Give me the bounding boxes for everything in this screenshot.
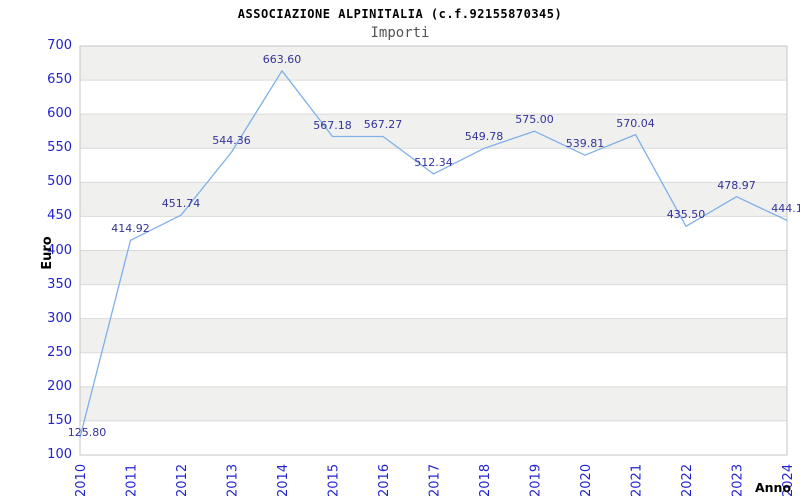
y-tick-label: 600 — [47, 106, 72, 122]
chart-title: ASSOCIAZIONE ALPINITALIA (c.f.9215587034… — [237, 7, 563, 21]
x-axis-title: Anno — [754, 480, 792, 495]
x-tick-label: 2018 — [478, 464, 493, 497]
data-label: 478.97 — [717, 178, 756, 192]
plot-band — [80, 182, 787, 217]
y-tick-label: 500 — [47, 174, 72, 190]
y-tick-label: 200 — [47, 378, 72, 394]
y-tick-label: 650 — [47, 72, 72, 88]
data-label: 567.27 — [363, 118, 403, 132]
data-label: 444.1 — [771, 202, 800, 216]
x-tick-label: 2015 — [327, 464, 342, 497]
data-label: 549.78 — [464, 130, 504, 144]
x-tick-label: 2011 — [125, 464, 140, 497]
x-tick-label: 2020 — [579, 464, 594, 497]
y-tick-label: 400 — [47, 242, 72, 258]
x-tick-label: 2022 — [680, 464, 695, 497]
y-tick-label: 350 — [47, 276, 72, 292]
data-label: 414.92 — [111, 222, 150, 236]
data-label: 663.60 — [262, 52, 302, 66]
y-tick-label: 100 — [47, 447, 72, 462]
data-label: 125.80 — [67, 426, 107, 440]
y-axis-title: Euro — [40, 236, 55, 270]
x-tick-label: 2014 — [276, 464, 291, 497]
plot-band — [80, 114, 787, 149]
data-label: 539.81 — [565, 137, 605, 151]
y-tick-label: 250 — [47, 344, 72, 360]
x-tick-label: 2024 — [781, 464, 796, 497]
y-tick-label: 450 — [47, 208, 72, 224]
y-tick-label: 700 — [47, 38, 72, 53]
data-label: 570.04 — [616, 116, 655, 130]
plot-border — [79, 45, 788, 456]
chart-subtitle: Importi — [370, 25, 430, 41]
x-tick-label: 2019 — [529, 464, 544, 497]
x-tick-label: 2010 — [74, 464, 89, 497]
data-label: 575.00 — [515, 113, 554, 127]
x-tick-label: 2023 — [731, 464, 746, 497]
plot-band — [80, 250, 787, 285]
x-tick-label: 2012 — [175, 464, 190, 497]
y-tick-label: 550 — [47, 140, 72, 156]
y-tick-label: 150 — [47, 412, 72, 428]
data-label: 512.34 — [414, 155, 453, 169]
data-label: 435.50 — [666, 208, 706, 222]
data-line — [79, 70, 788, 438]
data-label: 451.74 — [161, 197, 201, 211]
x-tick-label: 2017 — [428, 464, 443, 497]
x-tick-label: 2021 — [630, 464, 645, 497]
x-tick-label: 2013 — [226, 464, 241, 497]
y-tick-label: 300 — [47, 310, 72, 326]
data-label: 567.18 — [313, 118, 352, 132]
plot-band — [80, 386, 787, 421]
data-label: 544.36 — [212, 134, 251, 148]
plot-band — [80, 46, 787, 81]
x-tick-label: 2016 — [377, 464, 392, 497]
plot-band — [80, 318, 787, 353]
